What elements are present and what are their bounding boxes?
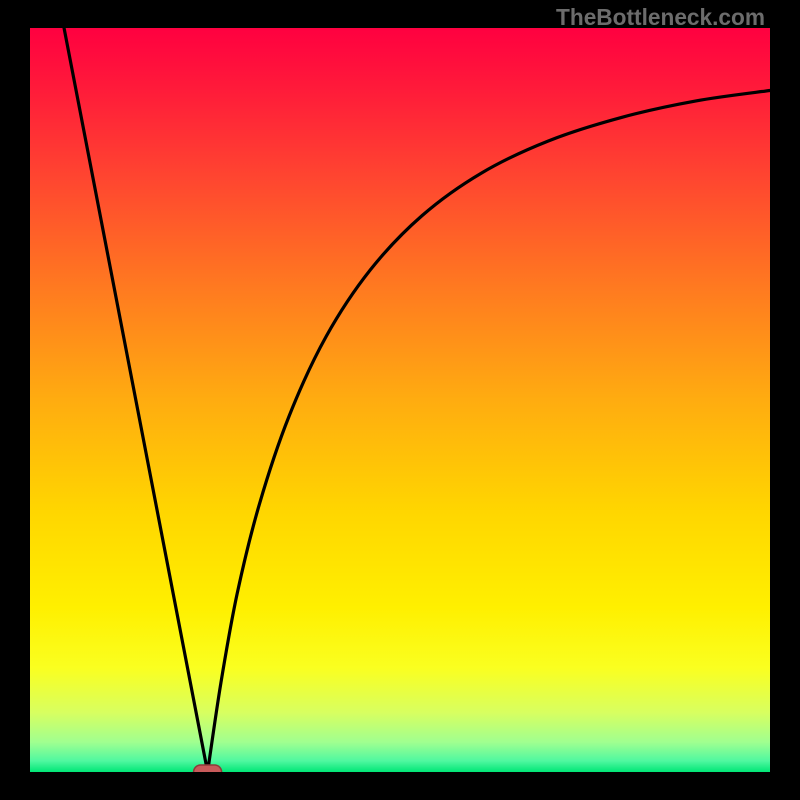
frame-left xyxy=(0,0,30,800)
plot-area xyxy=(30,28,770,772)
min-marker xyxy=(194,765,222,772)
frame-bottom xyxy=(0,772,800,800)
curve-path xyxy=(64,28,770,772)
chart-root: TheBottleneck.com xyxy=(0,0,800,800)
watermark-text: TheBottleneck.com xyxy=(556,4,765,31)
bottleneck-curve xyxy=(30,28,770,772)
frame-right xyxy=(770,0,800,800)
